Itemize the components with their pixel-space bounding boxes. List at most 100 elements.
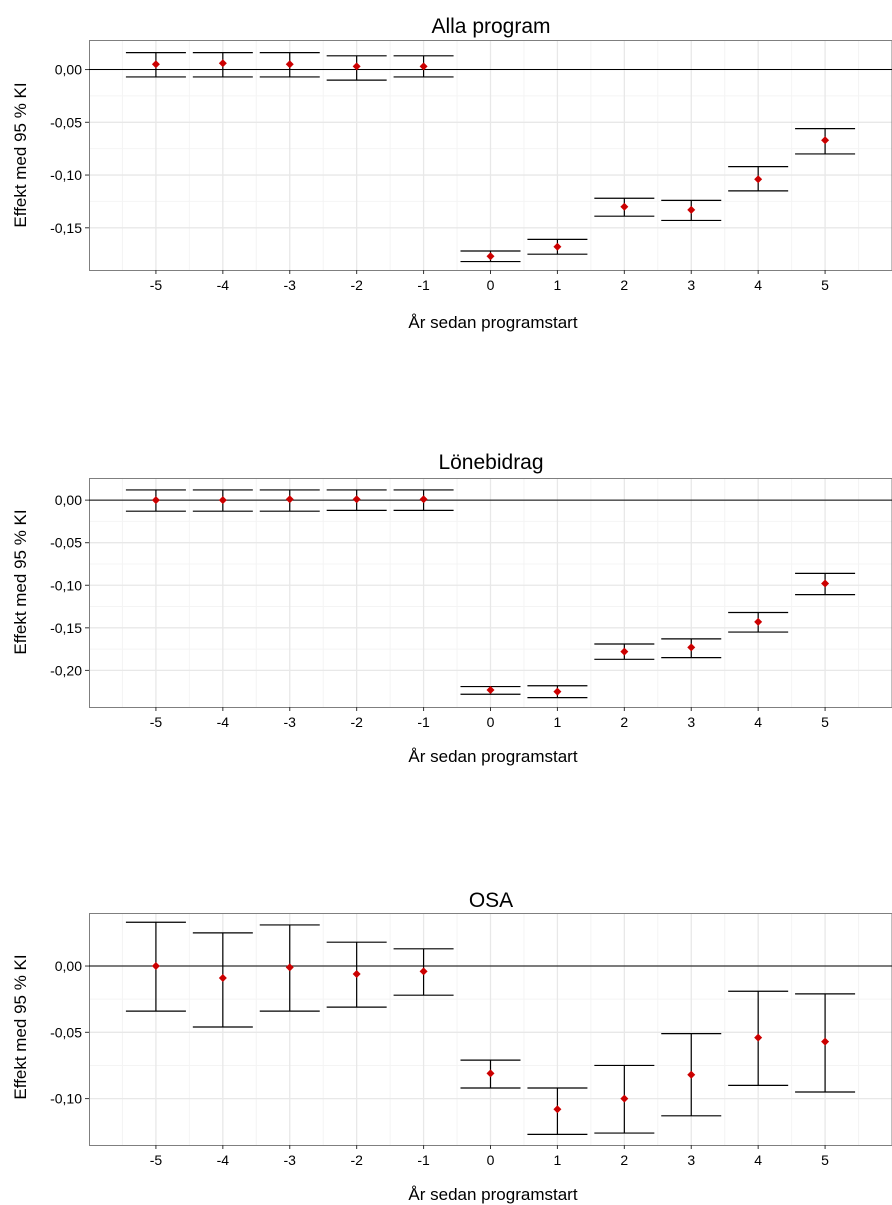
y-tick-label: -0,05	[50, 114, 82, 130]
y-tick-label: -0,15	[50, 220, 82, 236]
y-tick-label: -0,15	[50, 620, 82, 636]
y-tick-label: -0,10	[50, 577, 82, 593]
y-tick-labels: 0,00 -0,05 -0,10	[50, 958, 89, 1107]
point-estimate	[553, 687, 562, 696]
x-tick-label: 1	[554, 714, 562, 730]
point-estimate	[352, 969, 361, 978]
point-estimate	[620, 647, 629, 656]
x-tick-label: 5	[821, 1152, 829, 1168]
y-axis-label: Effekt med 95 % KI	[11, 954, 30, 1099]
x-axis-label: År sedan programstart	[408, 1185, 577, 1204]
x-tick-label: -4	[217, 714, 230, 730]
chart-title: Alla program	[431, 15, 550, 38]
y-tick-label: -0,20	[50, 662, 82, 678]
x-tick-labels: -5 -4 -3 -2 -1 0 1 2 3 4 5	[150, 270, 829, 293]
point-estimate	[687, 643, 696, 652]
point-estimate	[687, 205, 696, 214]
x-tick-label: 4	[754, 714, 762, 730]
data-marks	[125, 921, 856, 1135]
panel-lonebidrag: Lönebidrag Effekt med 95 % KI År sedan p…	[11, 451, 892, 766]
x-tick-label: 0	[487, 714, 495, 730]
chart-title: Lönebidrag	[438, 451, 543, 474]
x-tick-label: -5	[150, 714, 163, 730]
y-tick-label: 0,00	[55, 492, 82, 508]
point-estimate	[352, 495, 361, 504]
point-estimate	[486, 252, 495, 261]
y-axis-label: Effekt med 95 % KI	[11, 509, 30, 654]
x-tick-label: -5	[150, 277, 163, 293]
point-estimate	[218, 496, 227, 505]
x-tick-label: 4	[754, 1152, 762, 1168]
point-estimate	[821, 579, 830, 588]
grid-lines	[89, 40, 892, 271]
x-tick-label: 2	[620, 277, 628, 293]
x-tick-label: -3	[284, 277, 297, 293]
x-tick-label: -1	[417, 1152, 430, 1168]
x-tick-label: -4	[217, 1152, 230, 1168]
x-tick-label: -2	[350, 714, 363, 730]
x-tick-label: 2	[620, 714, 628, 730]
point-estimate	[218, 59, 227, 68]
point-estimate	[754, 1033, 763, 1042]
point-estimate	[151, 496, 160, 505]
y-tick-label: -0,10	[50, 167, 82, 183]
data-marks	[125, 52, 856, 263]
x-tick-label: 3	[687, 1152, 695, 1168]
x-tick-label: 3	[687, 277, 695, 293]
point-estimate	[620, 1094, 629, 1103]
point-estimate	[486, 685, 495, 694]
point-estimate	[754, 617, 763, 626]
x-tick-label: -3	[284, 1152, 297, 1168]
point-estimate	[553, 242, 562, 251]
x-tick-labels: -5 -4 -3 -2 -1 0 1 2 3 4 5	[150, 1145, 829, 1168]
y-axis-label: Effekt med 95 % KI	[11, 82, 30, 227]
point-estimate	[486, 1069, 495, 1078]
point-estimate	[754, 175, 763, 184]
x-axis-label: År sedan programstart	[408, 747, 577, 766]
point-estimate	[553, 1105, 562, 1114]
x-tick-label: -3	[284, 714, 297, 730]
y-tick-label: -0,05	[50, 1024, 82, 1040]
y-tick-label: -0,05	[50, 535, 82, 551]
x-tick-label: 2	[620, 1152, 628, 1168]
point-estimate	[620, 202, 629, 211]
x-tick-label: 5	[821, 277, 829, 293]
point-estimate	[285, 963, 294, 972]
point-estimate	[687, 1070, 696, 1079]
y-tick-labels: 0,00 -0,05 -0,10 -0,15	[50, 62, 89, 236]
point-estimate	[419, 967, 428, 976]
x-tick-label: -2	[350, 277, 363, 293]
y-tick-label: 0,00	[55, 62, 82, 78]
x-tick-label: 4	[754, 277, 762, 293]
x-tick-label: 0	[487, 277, 495, 293]
data-marks	[125, 489, 856, 699]
y-tick-label: -0,10	[50, 1091, 82, 1107]
x-tick-label: -5	[150, 1152, 163, 1168]
x-axis-label: År sedan programstart	[408, 313, 577, 332]
x-tick-label: 0	[487, 1152, 495, 1168]
point-estimate	[285, 495, 294, 504]
x-tick-label: -1	[417, 714, 430, 730]
point-estimate	[151, 962, 160, 971]
point-estimate	[352, 62, 361, 71]
y-tick-labels: 0,00 -0,05 -0,10 -0,15 -0,20	[50, 492, 89, 678]
y-tick-label: 0,00	[55, 958, 82, 974]
x-tick-label: 5	[821, 714, 829, 730]
panel-alla-program: Alla program Effekt med 95 % KI År sedan…	[11, 15, 892, 332]
x-tick-label: 1	[554, 1152, 562, 1168]
point-estimate	[151, 60, 160, 69]
point-estimate	[419, 62, 428, 71]
x-tick-label: -2	[350, 1152, 363, 1168]
point-estimate	[419, 495, 428, 504]
point-estimate	[285, 60, 294, 69]
x-tick-label: 1	[554, 277, 562, 293]
point-estimate	[218, 973, 227, 982]
x-tick-label: -4	[217, 277, 230, 293]
point-estimate	[821, 136, 830, 145]
panel-osa: OSA Effekt med 95 % KI År sedan programs…	[11, 889, 892, 1204]
point-estimate	[821, 1037, 830, 1046]
chart-title: OSA	[469, 889, 513, 912]
x-tick-labels: -5 -4 -3 -2 -1 0 1 2 3 4 5	[150, 707, 829, 730]
